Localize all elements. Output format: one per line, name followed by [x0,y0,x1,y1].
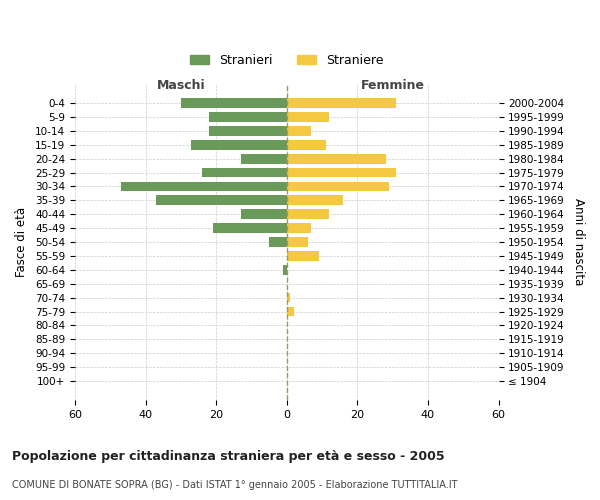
Bar [241,210,287,219]
Bar [287,140,326,149]
Bar [287,224,311,233]
Bar [121,182,287,192]
Text: Popolazione per cittadinanza straniera per età e sesso - 2005: Popolazione per cittadinanza straniera p… [12,450,445,463]
Y-axis label: Anni di nascita: Anni di nascita [572,198,585,286]
Bar [212,224,287,233]
Text: Maschi: Maschi [157,79,205,92]
Bar [287,196,343,205]
Bar [241,154,287,164]
Bar [209,112,287,122]
Bar [287,182,389,192]
Bar [269,237,287,247]
Bar [287,154,386,164]
Bar [156,196,287,205]
Bar [283,265,287,274]
Bar [287,98,396,108]
Bar [287,126,311,136]
Bar [287,168,396,177]
Bar [287,293,290,302]
Bar [181,98,287,108]
Bar [287,210,329,219]
Bar [209,126,287,136]
Bar [287,251,319,261]
Text: COMUNE DI BONATE SOPRA (BG) - Dati ISTAT 1° gennaio 2005 - Elaborazione TUTTITAL: COMUNE DI BONATE SOPRA (BG) - Dati ISTAT… [12,480,458,490]
Y-axis label: Fasce di età: Fasce di età [15,207,28,277]
Bar [287,306,294,316]
Legend: Stranieri, Straniere: Stranieri, Straniere [185,49,389,72]
Bar [202,168,287,177]
Text: Femmine: Femmine [361,79,425,92]
Bar [287,112,329,122]
Bar [287,237,308,247]
Bar [191,140,287,149]
